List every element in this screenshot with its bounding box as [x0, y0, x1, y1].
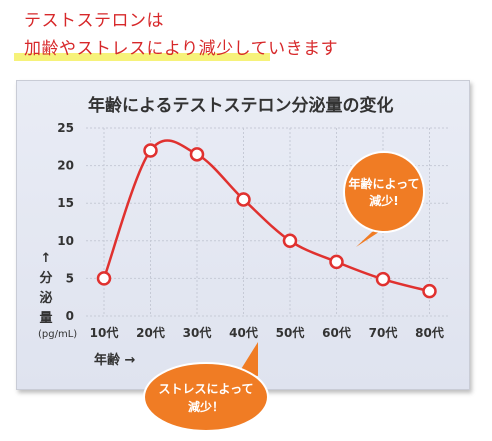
y-tick-label: 25	[57, 121, 74, 135]
chart-panel	[16, 80, 470, 390]
callout-stress: ストレスによって 減少！	[143, 342, 269, 432]
y-unit: (pg/mL)	[38, 329, 77, 340]
y-tick-label: 20	[57, 159, 74, 173]
data-points	[96, 143, 437, 299]
x-tick-label: 10代	[90, 325, 119, 340]
callout-age: 年齢によって 減少!	[343, 151, 425, 247]
y-tick-label: 15	[57, 196, 74, 210]
y-ticks: 25 20 15 10 5 0	[57, 121, 74, 323]
callout-stress-line1: ストレスによって	[158, 382, 253, 396]
data-point	[96, 271, 112, 286]
x-ticks: 10代 20代 30代 40代 50代 60代 70代 80代	[90, 325, 444, 340]
x-tick-label: 60代	[322, 325, 351, 340]
x-tick-label: 40代	[229, 325, 258, 340]
callout-age-line1: 年齢によって	[348, 176, 419, 191]
y-axis-label: ↑ 分泌量	[39, 251, 52, 326]
data-point	[236, 192, 251, 207]
data-point	[422, 283, 437, 299]
heading-line1: テストステロンは	[24, 11, 164, 31]
x-tick-label: 80代	[415, 325, 444, 340]
data-point	[329, 254, 344, 270]
x-tick-label: 30代	[183, 325, 212, 340]
y-tick-label: 0	[66, 309, 74, 323]
data-point	[189, 147, 205, 162]
callout-age-line2: 減少!	[369, 193, 398, 208]
y-label-char: 量	[39, 311, 52, 326]
y-label-char: ↑	[41, 251, 52, 266]
callout-stress-line2: 減少！	[188, 399, 224, 414]
heading-line2: 加齢やストレスにより減少していきます	[24, 39, 339, 59]
data-point	[375, 271, 391, 287]
y-tick-label: 5	[66, 271, 74, 285]
x-tick-label: 50代	[276, 325, 305, 340]
y-label-char: 分	[39, 270, 52, 286]
chart-title: 年齢によるテストステロン分泌量の変化	[88, 95, 394, 116]
y-tick-label: 10	[57, 234, 74, 248]
y-label-char: 泌	[39, 290, 52, 306]
x-tick-label: 70代	[369, 325, 398, 340]
x-tick-label: 20代	[136, 325, 165, 340]
data-point	[282, 233, 298, 249]
heading-highlight	[14, 53, 270, 61]
x-axis-label: 年齢 →	[94, 352, 136, 368]
data-point	[143, 143, 158, 158]
